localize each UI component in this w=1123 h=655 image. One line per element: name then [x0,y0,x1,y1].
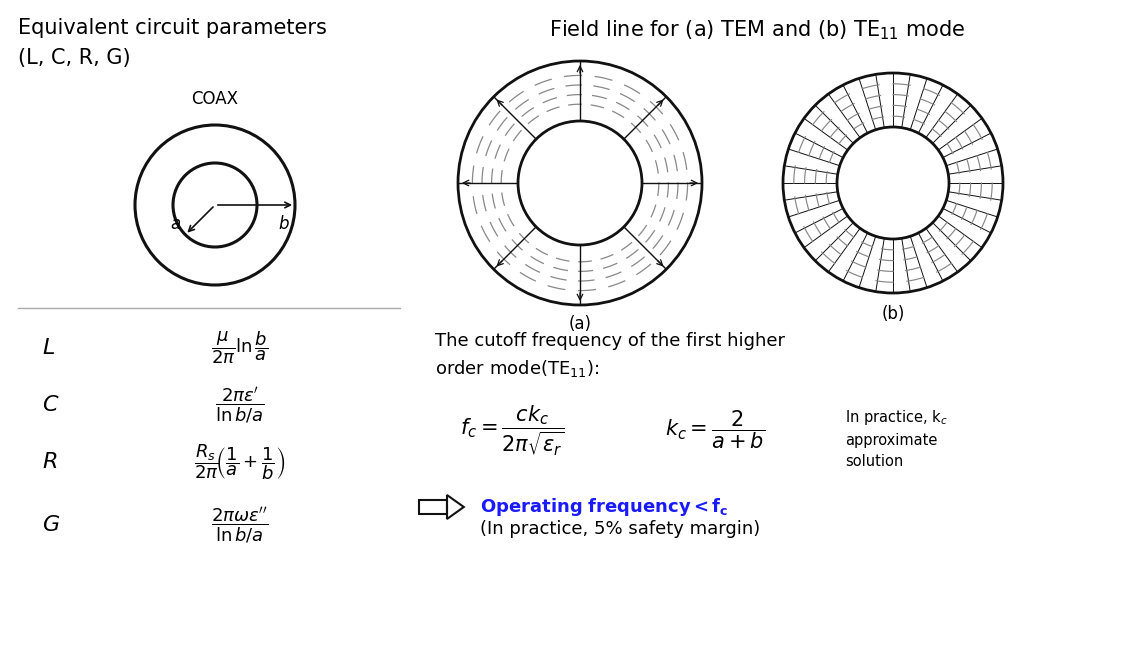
Text: $G$: $G$ [42,515,61,535]
Text: $\dfrac{2\pi\omega\epsilon^{\prime\prime}}{\ln b/a}$: $\dfrac{2\pi\omega\epsilon^{\prime\prime… [211,505,268,545]
Text: $k_c = \dfrac{2}{a+b}$: $k_c = \dfrac{2}{a+b}$ [665,409,765,451]
Text: (b): (b) [882,305,905,323]
Text: (a): (a) [568,315,592,333]
Text: order mode(TE$_{11}$):: order mode(TE$_{11}$): [435,358,600,379]
Text: COAX: COAX [192,90,238,108]
Text: (In practice, 5% safety margin): (In practice, 5% safety margin) [480,520,760,538]
Text: $\dfrac{2\pi\epsilon^{\prime}}{\ln b/a}$: $\dfrac{2\pi\epsilon^{\prime}}{\ln b/a}$ [216,385,265,425]
Text: $\dfrac{R_s}{2\pi}\!\left(\dfrac{1}{a}+\dfrac{1}{b}\right)$: $\dfrac{R_s}{2\pi}\!\left(\dfrac{1}{a}+\… [194,442,285,482]
Bar [419,500,447,514]
Text: $R$: $R$ [42,452,57,472]
Text: In practice, k$_c$
approximate
solution: In practice, k$_c$ approximate solution [844,408,948,469]
Text: $L$: $L$ [42,338,55,358]
Text: $C$: $C$ [42,395,60,415]
Text: Field line for (a) TEM and (b) TE$_{11}$ mode: Field line for (a) TEM and (b) TE$_{11}$… [549,18,966,42]
Text: $a$: $a$ [171,215,181,233]
Text: (L, C, R, G): (L, C, R, G) [18,48,130,68]
Text: Equivalent circuit parameters: Equivalent circuit parameters [18,18,327,38]
Text: $\dfrac{\mu}{2\pi}\ln\dfrac{b}{a}$: $\dfrac{\mu}{2\pi}\ln\dfrac{b}{a}$ [211,329,268,366]
Text: The cutoff frequency of the first higher: The cutoff frequency of the first higher [435,332,785,350]
Text: $\bf{Operating\ frequency< f_c}$: $\bf{Operating\ frequency< f_c}$ [480,496,729,518]
Text: $b$: $b$ [279,215,290,233]
Text: $f_c = \dfrac{ck_c}{2\pi\sqrt{\epsilon_r}}$: $f_c = \dfrac{ck_c}{2\pi\sqrt{\epsilon_r… [459,403,565,457]
